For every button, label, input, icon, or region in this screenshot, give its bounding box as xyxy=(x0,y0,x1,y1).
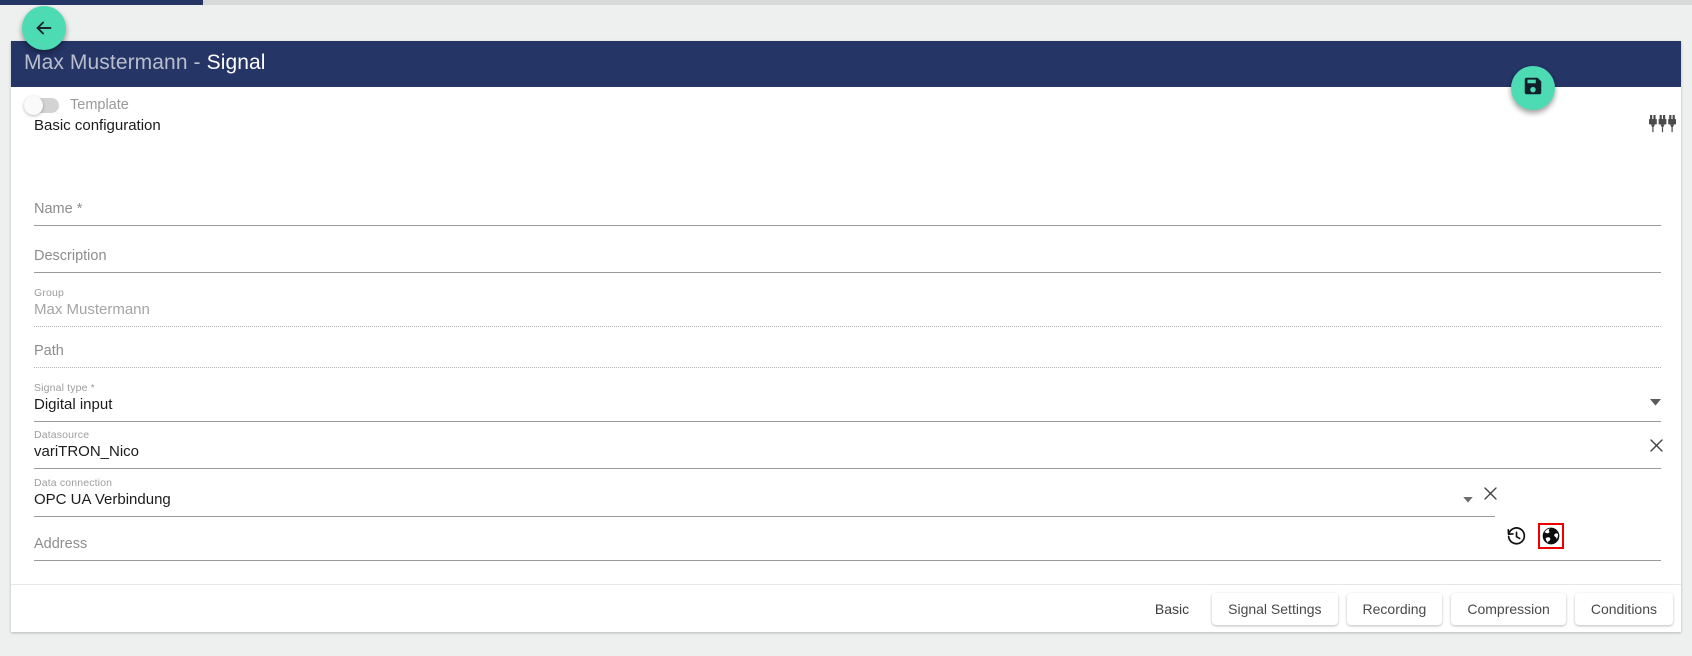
history-restore-icon[interactable] xyxy=(1503,523,1529,549)
template-toggle[interactable] xyxy=(24,95,59,115)
back-button[interactable] xyxy=(22,6,66,50)
data-connection-clear-icon[interactable] xyxy=(1484,487,1497,503)
footer-tab-group: Basic Signal Settings Recording Compress… xyxy=(1141,593,1673,625)
section-title: Basic configuration xyxy=(34,117,161,134)
field-name-underline xyxy=(34,225,1661,226)
field-data-connection-value: OPC UA Verbindung xyxy=(34,491,171,508)
tab-basic[interactable]: Basic xyxy=(1141,593,1203,625)
field-path: Path xyxy=(34,335,1661,368)
card-footer: Basic Signal Settings Recording Compress… xyxy=(11,584,1681,632)
template-toggle-knob xyxy=(24,95,43,115)
field-data-connection-underline xyxy=(34,516,1495,517)
field-datasource-underline xyxy=(34,468,1661,469)
field-description-underline xyxy=(34,272,1661,273)
field-data-connection[interactable]: Data connection OPC UA Verbindung xyxy=(34,477,1497,517)
field-signal-type-underline xyxy=(34,421,1661,422)
field-address-placeholder: Address xyxy=(34,536,88,552)
field-name[interactable]: Name * xyxy=(34,193,1661,226)
tab-signal-settings[interactable]: Signal Settings xyxy=(1212,593,1338,625)
template-toggle-row: Template xyxy=(24,95,129,115)
template-toggle-label: Template xyxy=(70,97,129,113)
field-group: Group Max Mustermann xyxy=(34,287,1661,327)
connector-pins-icon[interactable] xyxy=(1649,115,1677,140)
signal-configuration-card: Max Mustermann - Signal Template Basic c… xyxy=(11,41,1681,632)
page-title: Max Mustermann - Signal xyxy=(24,51,266,75)
page-surface: Max Mustermann - Signal Template Basic c… xyxy=(0,5,1692,656)
field-datasource[interactable]: Datasource variTRON_Nico xyxy=(34,429,1663,469)
field-group-value: Max Mustermann xyxy=(34,301,150,318)
field-signal-type-label: Signal type * xyxy=(34,382,95,394)
field-datasource-label: Datasource xyxy=(34,429,90,441)
card-body: Template Basic configuration xyxy=(11,87,1681,584)
field-data-connection-label: Data connection xyxy=(34,477,113,489)
globe-browse-icon[interactable] xyxy=(1538,523,1564,549)
field-path-placeholder: Path xyxy=(34,343,64,359)
field-address-underline xyxy=(34,560,1661,561)
page-title-main: Signal xyxy=(206,51,266,74)
field-signal-type[interactable]: Signal type * Digital input xyxy=(34,382,1661,422)
arrow-left-icon xyxy=(33,17,55,39)
field-datasource-value: variTRON_Nico xyxy=(34,443,140,460)
save-button[interactable] xyxy=(1511,66,1555,110)
field-name-placeholder: Name * xyxy=(34,201,83,217)
tab-conditions[interactable]: Conditions xyxy=(1574,593,1673,625)
field-address[interactable]: Address xyxy=(34,528,1661,561)
datasource-clear-icon[interactable] xyxy=(1650,439,1663,455)
field-group-underline xyxy=(34,326,1661,327)
field-description-placeholder: Description xyxy=(34,248,107,264)
tab-compression[interactable]: Compression xyxy=(1451,593,1566,625)
page-progress-fill xyxy=(0,0,204,5)
tab-recording[interactable]: Recording xyxy=(1346,593,1443,625)
field-description[interactable]: Description xyxy=(34,240,1661,273)
field-group-label: Group xyxy=(34,287,64,299)
chevron-down-icon[interactable] xyxy=(1650,394,1661,410)
page-progress-bar xyxy=(0,0,1692,5)
field-path-underline xyxy=(34,367,1661,368)
save-floppy-icon xyxy=(1522,75,1544,102)
page-title-prefix: Max Mustermann - xyxy=(24,51,207,74)
card-header: Max Mustermann - Signal xyxy=(11,41,1681,87)
data-connection-chevron-down-icon[interactable] xyxy=(1463,491,1473,507)
field-signal-type-value: Digital input xyxy=(34,396,113,413)
